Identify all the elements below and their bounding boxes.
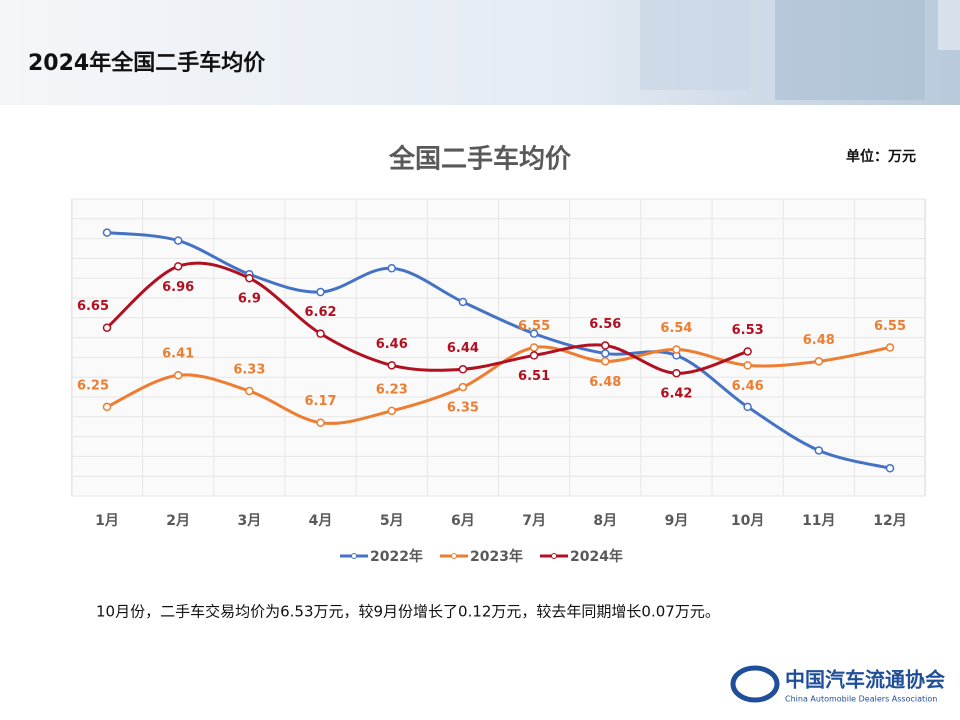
data-point [672,345,681,354]
x-tick-label: 3月 [237,513,261,529]
legend-swatch-dot [551,553,557,559]
data-point [601,357,610,366]
legend-swatch-dot [451,553,457,559]
data-label: 6.54 [660,321,692,336]
x-tick-label: 8月 [593,513,617,529]
data-label: 6.65 [77,299,109,314]
data-point [529,343,539,352]
x-tick-label: 2月 [166,513,190,529]
logo-english: China Automobile Dealers Association [785,695,937,704]
data-label: 6.44 [447,341,479,356]
legend-label: 2023年 [470,548,523,565]
legend-label: 2022年 [370,548,423,565]
legend-label: 2024年 [570,548,623,565]
data-label: 6.42 [660,387,692,402]
footnote: 10月份，二手车交易均价为6.53万元，较9月份增长了0.12万元，较去年同期增… [96,603,720,621]
data-label: 6.48 [589,375,621,390]
data-point [173,262,183,271]
data-point [885,343,895,352]
page-title: 2024年全国二手车均价 [28,50,266,76]
data-label: 6.48 [803,333,835,348]
data-point [458,297,468,307]
data-label: 6.46 [376,337,408,352]
legend-swatch-dot [351,553,357,559]
data-point [458,365,468,374]
data-point [743,402,752,412]
data-point [102,228,112,237]
data-label: 6.23 [376,382,408,397]
x-tick-label: 9月 [665,513,689,529]
data-label: 6.62 [305,305,337,320]
data-point [387,361,396,370]
x-tick-label: 12月 [873,513,906,529]
logo-icon [730,665,780,703]
data-label: 6.41 [162,347,194,362]
data-point [743,361,752,370]
data-label: 6.56 [589,317,621,332]
data-point [316,287,325,297]
x-tick-label: 1月 [95,513,119,529]
data-point [458,382,468,392]
data-point [102,402,112,412]
data-point [316,418,325,427]
data-point [601,341,610,350]
data-label: 6.96 [162,280,194,295]
data-point [387,264,396,273]
data-point [173,370,183,380]
x-tick-label: 11月 [802,513,835,529]
data-point [173,236,183,245]
data-label: 6.55 [518,319,550,334]
data-point [601,349,610,358]
x-tick-label: 6月 [451,513,475,529]
data-label: 6.17 [305,394,337,409]
series-line [106,345,891,425]
data-label: 6.25 [77,378,109,393]
data-point [743,347,752,356]
header-decoration [640,0,750,90]
x-tick-label: 5月 [380,513,404,529]
data-point [529,351,539,360]
data-label: 6.46 [732,379,764,394]
data-point [387,406,396,416]
data-point [245,386,254,396]
data-label: 6.33 [233,363,265,378]
unit-label: 单位：万元 [846,148,916,165]
data-label: 6.35 [447,401,479,416]
data-point [316,329,325,338]
header-decoration [775,0,925,100]
data-point [529,329,539,338]
data-point [245,273,254,283]
data-point [885,464,895,473]
data-label: 6.55 [874,319,906,334]
logo-name: 中国汽车流通协会 [785,668,945,692]
data-label: 6.51 [518,369,550,384]
data-point [672,368,681,378]
data-label: 6.53 [732,323,764,338]
x-tick-label: 10月 [731,513,764,529]
data-point [814,446,824,455]
data-point [814,357,824,366]
header-decoration [938,0,960,50]
x-tick-label: 4月 [309,513,333,529]
data-label: 6.9 [238,292,261,307]
series-line [106,261,749,375]
x-tick-label: 7月 [522,513,546,529]
chart-title: 全国二手车均价 [388,144,572,175]
data-point [102,323,112,332]
